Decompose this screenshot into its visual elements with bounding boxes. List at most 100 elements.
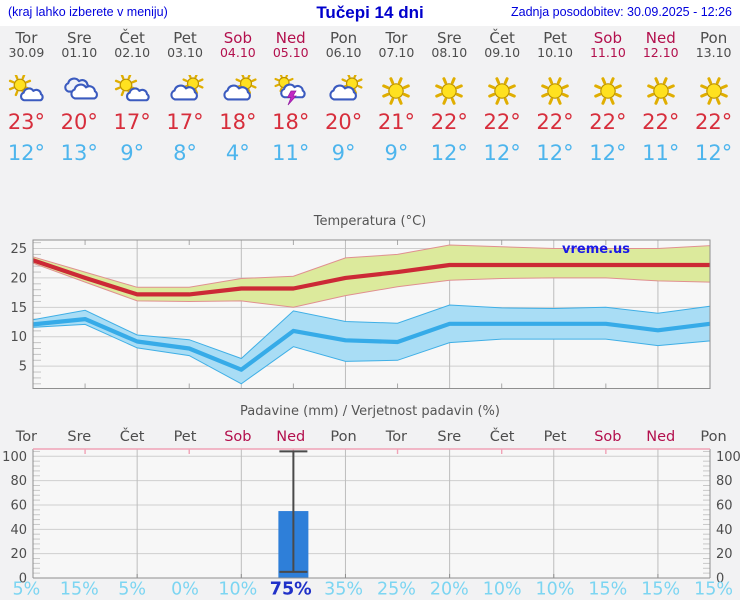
- day-5-name: Sob: [223, 29, 252, 47]
- day-5-low: 4°: [225, 141, 250, 165]
- temp-y-tick-label: 15: [10, 301, 27, 316]
- precip-y-tick-label-right: 20: [716, 547, 733, 562]
- precip-day-label: Pon: [700, 429, 726, 445]
- day-9-high: 22°: [430, 110, 468, 134]
- last-update: Zadnja posodobitev: 30.09.2025 - 12:26: [510, 5, 732, 19]
- day-7-name: Pon: [329, 29, 358, 47]
- temp-y-tick-label: 10: [10, 330, 27, 345]
- day-5-high: 18°: [219, 110, 257, 134]
- day-8-icon-cell: [370, 74, 423, 108]
- day-3-icon-cell: [106, 74, 159, 108]
- day-9-icon-cell: [423, 74, 476, 108]
- precip-day-label: Pet: [174, 429, 197, 445]
- day-11-low: 12°: [536, 141, 574, 165]
- precip-y-tick-label-right: 100: [716, 450, 740, 465]
- sun-behind-cloud-icon: [223, 75, 257, 101]
- precip-day-label: Ned: [646, 429, 675, 445]
- day-9-low: 12°: [430, 141, 468, 165]
- day-6-icon-cell: [264, 74, 317, 108]
- day-1-name: Tor: [15, 29, 38, 47]
- precip-day-label: Ned: [276, 429, 305, 445]
- day-5-date: 04.10: [219, 45, 256, 60]
- temp-y-tick-label: 5: [19, 360, 27, 375]
- day-13-date: 12.10: [642, 45, 679, 60]
- precip-y-tick-label-right: 80: [716, 474, 733, 489]
- day-1-low: 12°: [7, 141, 46, 165]
- day-12-name: Sob: [593, 29, 622, 47]
- day-8-high: 21°: [377, 110, 416, 134]
- day-10-name: Čet: [489, 29, 515, 47]
- day-14-low: 12°: [694, 141, 733, 165]
- row-day-dates: 30.09 01.10 02.10 03.10 04.10 05.10 06.10 07.10…: [0, 45, 740, 61]
- sunny-icon: [646, 77, 675, 105]
- day-1-high: 23°: [7, 110, 46, 134]
- day-14-name: Pon: [700, 29, 728, 47]
- clouds-icon: [64, 77, 99, 100]
- temp-chart: 5 10 15 20 25 vreme.us: [10, 239, 711, 389]
- precip-y-tick-label-left: 20: [10, 547, 27, 562]
- row-day-names: Tor Sre Čet Pet Sob Ned Pon Tor Sre Čet Pet Sob Ned P…: [0, 31, 740, 47]
- precip-y-tick-label-right: 60: [716, 498, 733, 513]
- precip-probability-label: 15%: [641, 580, 680, 600]
- precip-chart: Tor Sre Čet Pet Sob Ned Pon Tor Sre Čet Pet Sob Ned P…: [2, 427, 740, 600]
- sun-and-small-cloud-icon: [9, 75, 45, 102]
- menu-hint: (kraj lahko izberete v meniju): [8, 5, 168, 19]
- day-3-name: Čet: [119, 29, 145, 47]
- day-7-icon-cell: [317, 74, 370, 108]
- day-4-name: Pet: [173, 29, 197, 47]
- temp-plot-border: [32, 239, 711, 389]
- day-8-name: Tor: [385, 29, 408, 47]
- precip-y-tick-label-right: 40: [716, 523, 733, 538]
- precip-whisker: [279, 450, 308, 573]
- day-10-date: 09.10: [484, 45, 521, 60]
- day-2-low: 13°: [60, 141, 98, 165]
- precip-probability-label: 5%: [118, 580, 146, 600]
- temp-chart-title: Temperatura (°C): [313, 214, 427, 229]
- day-6-date: 05.10: [272, 45, 309, 60]
- precip-probability-label: 75%: [270, 580, 312, 600]
- day-2-high: 20°: [60, 110, 98, 134]
- precip-chart-title: Padavine (mm) / Verjetnost padavin (%): [240, 404, 500, 419]
- day-13-high: 22°: [642, 110, 680, 134]
- precip-probability-label: 35%: [324, 580, 363, 600]
- day-13-low: 11°: [642, 141, 680, 165]
- sunny-icon: [488, 77, 516, 105]
- day-10-high: 22°: [483, 110, 521, 134]
- precip-probability-label: 15%: [588, 580, 627, 600]
- sun-behind-cloud-icon: [329, 75, 363, 101]
- day-13-name: Ned: [645, 29, 676, 47]
- day-9-name: Sre: [437, 29, 462, 47]
- day-6-high: 18°: [272, 110, 310, 134]
- day-12-low: 12°: [589, 141, 627, 165]
- day-12-date: 11.10: [589, 45, 626, 60]
- max-temp-line: [32, 258, 710, 297]
- precip-y-tick-label-left: 100: [2, 450, 27, 465]
- day-10-icon-cell: [476, 74, 529, 108]
- temp-y-tick-label: 25: [10, 242, 27, 257]
- day-10-low: 12°: [483, 141, 521, 165]
- min-temp-line: [32, 317, 711, 372]
- precip-probability-label: 5%: [13, 580, 41, 600]
- precip-plot-area: [33, 449, 710, 578]
- precip-day-label: Pet: [544, 429, 567, 445]
- precip-probability-label: 10%: [483, 580, 522, 600]
- day-11-date: 10.10: [537, 45, 573, 60]
- precip-y-tick-label-left: 0: [19, 572, 27, 587]
- precip-probability-label: 15%: [694, 580, 733, 600]
- day-7-low: 9°: [331, 141, 356, 165]
- precip-day-label: Tor: [15, 429, 37, 445]
- day-12-high: 22°: [589, 110, 627, 134]
- precip-y-tick-label-left: 80: [10, 474, 27, 489]
- day-2-icon-cell: [53, 74, 106, 108]
- sun-and-small-cloud-icon: [115, 75, 150, 102]
- precip-day-label: Sre: [67, 429, 91, 445]
- day-11-icon-cell: [529, 74, 582, 108]
- precip-y-tick-label-right: 0: [716, 572, 724, 587]
- temp-y-tick-label: 20: [10, 271, 27, 286]
- day-8-low: 9°: [384, 141, 409, 165]
- day-1-date: 30.09: [8, 45, 45, 60]
- precip-probability-label: 15%: [60, 580, 99, 600]
- day-6-low: 11°: [272, 141, 310, 165]
